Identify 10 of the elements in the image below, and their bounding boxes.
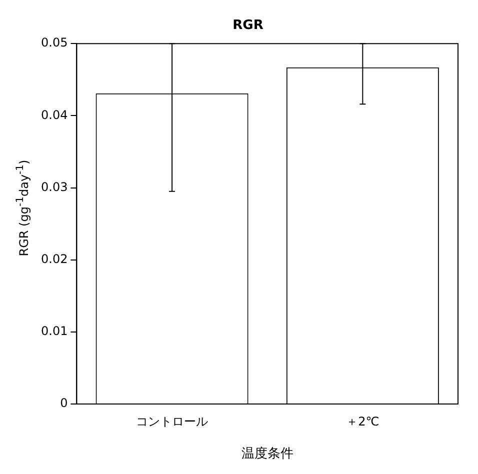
- chart-title: RGR: [232, 18, 264, 34]
- x-tick-label: ＋2℃: [346, 414, 380, 428]
- y-tick-label: 0.02: [41, 252, 68, 266]
- x-axis-title: 温度条件: [241, 446, 294, 462]
- y-tick-label: 0.03: [41, 180, 68, 194]
- y-tick-label: 0.05: [41, 36, 68, 50]
- x-tick-label: コントロール: [136, 414, 208, 428]
- y-tick-label: 0: [60, 396, 68, 410]
- y-tick-label: 0.04: [41, 108, 68, 122]
- y-tick-label: 0.01: [41, 324, 68, 338]
